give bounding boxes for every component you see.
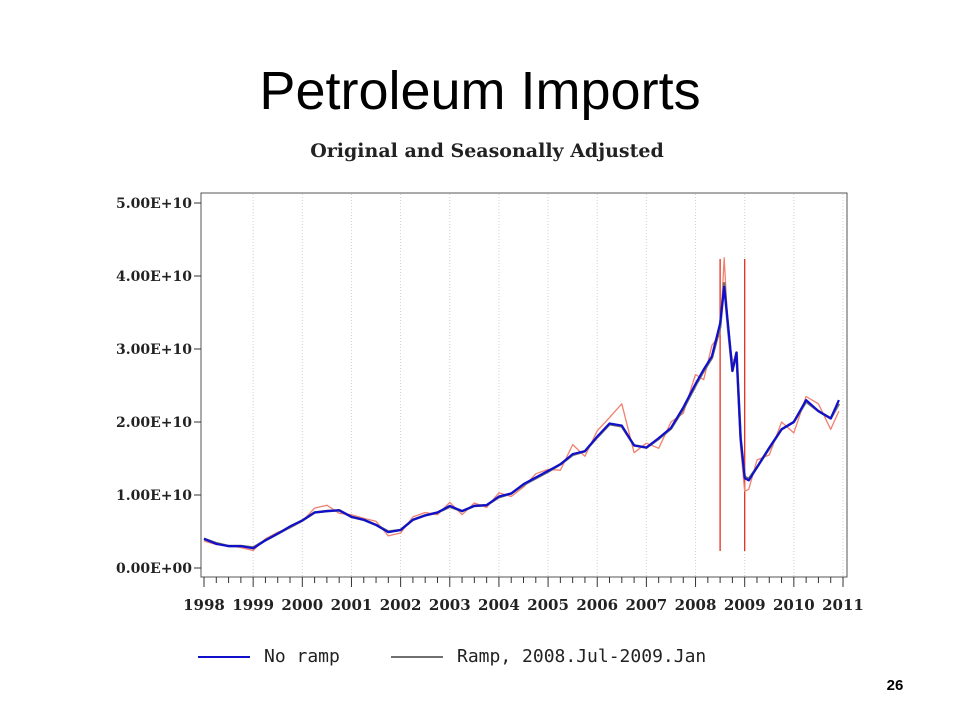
x-tick-label: 2006 xyxy=(576,596,618,614)
legend-item-ramp: Ramp, 2008.Jul-2009.Jan xyxy=(391,646,706,667)
x-tick-label: 2011 xyxy=(822,596,864,614)
legend-swatch-no-ramp xyxy=(198,655,250,658)
y-axis: 0.00E+00 1.00E+10 2.00E+10 3.00E+10 4.00E+10… xyxy=(116,196,201,577)
x-tick-label: 2007 xyxy=(626,596,668,614)
plot-border xyxy=(200,192,848,578)
plot-frame xyxy=(200,192,848,578)
y-tick-label: 4.00E+10 xyxy=(116,269,192,285)
x-tick-label: 2009 xyxy=(724,596,766,614)
reference-lines xyxy=(719,259,746,551)
vertical-gridlines xyxy=(252,194,844,576)
x-tick-label: 2010 xyxy=(773,596,815,614)
x-tick-label: 2003 xyxy=(429,596,471,614)
y-tick-label: 3.00E+10 xyxy=(116,342,192,358)
x-tick-label: 1999 xyxy=(232,596,274,614)
legend-label-ramp: Ramp, 2008.Jul-2009.Jan xyxy=(457,646,707,667)
x-axis: 1998 1999 2000 2001 2002 2003 2004 2005 2006 2007… xyxy=(183,577,864,614)
series-lines xyxy=(203,257,841,552)
legend-swatch-ramp xyxy=(391,655,443,658)
x-tick-label: 2002 xyxy=(380,596,422,614)
chart-title: Original and Seasonally Adjusted xyxy=(310,140,664,162)
y-tick-label: 1.00E+10 xyxy=(116,488,192,504)
series-line-ramp xyxy=(203,281,841,549)
y-tick-label: 0.00E+00 xyxy=(116,561,192,577)
y-tick-label: 2.00E+10 xyxy=(116,415,192,431)
legend-label-no-ramp: No ramp xyxy=(264,646,340,667)
x-tick-label: 2008 xyxy=(675,596,717,614)
series-line-no-ramp xyxy=(203,285,840,550)
legend-item-no-ramp: No ramp xyxy=(198,646,340,667)
x-tick-label: 2005 xyxy=(527,596,569,614)
x-tick-label: 2000 xyxy=(281,596,323,614)
y-tick-label: 5.00E+10 xyxy=(116,196,192,212)
x-tick-label: 2001 xyxy=(331,596,373,614)
x-tick-label: 2004 xyxy=(478,596,520,614)
slide-title: Petroleum Imports xyxy=(259,61,701,121)
x-tick-label: 1998 xyxy=(183,596,225,614)
series-line-original xyxy=(203,257,840,552)
page-number: 26 xyxy=(886,677,904,694)
